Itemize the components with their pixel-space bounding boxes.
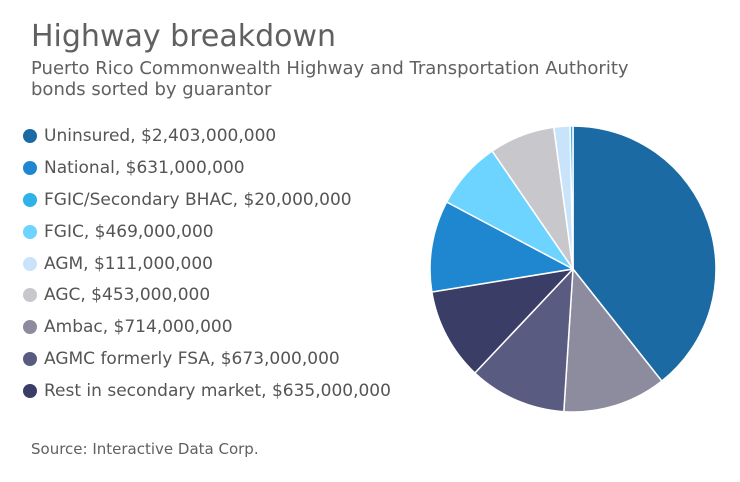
chart-subtitle: Puerto Rico Commonwealth Highway and Tra… <box>31 58 629 100</box>
legend-item-uninsured: Uninsured, $2,403,000,000 <box>23 120 391 152</box>
legend-item-ambac: Ambac, $714,000,000 <box>23 311 391 343</box>
legend-item-national: National, $631,000,000 <box>23 152 391 184</box>
legend-swatch <box>23 160 37 175</box>
legend-swatch <box>23 352 37 367</box>
legend-item-agmc-formerly-fsa: AGMC formerly FSA, $673,000,000 <box>23 343 391 375</box>
legend-label: FGIC, $469,000,000 <box>44 221 214 242</box>
legend-swatch <box>23 224 37 239</box>
legend-item-agm: AGM, $111,000,000 <box>23 248 391 280</box>
legend-swatch <box>23 288 37 303</box>
legend-swatch <box>23 384 37 399</box>
legend-swatch <box>23 320 37 335</box>
legend-swatch <box>23 128 37 143</box>
legend-label: Uninsured, $2,403,000,000 <box>44 125 277 146</box>
legend-item-fgic-secondary-bhac: FGIC/Secondary BHAC, $20,000,000 <box>23 184 391 216</box>
pie-slice-national <box>429 201 574 293</box>
chart-title: Highway breakdown <box>31 19 337 54</box>
legend-label: AGM, $111,000,000 <box>44 253 213 274</box>
pie-slice-uninsured <box>572 125 717 382</box>
source-note: Source: Interactive Data Corp. <box>31 440 259 458</box>
pie-slice-ambac <box>563 268 663 413</box>
legend-item-agc: AGC, $453,000,000 <box>23 279 391 311</box>
legend-item-rest-in-secondary-market: Rest in secondary market, $635,000,000 <box>23 375 391 407</box>
legend-label: FGIC/Secondary BHAC, $20,000,000 <box>44 189 352 210</box>
legend-swatch <box>23 192 37 207</box>
legend-label: Ambac, $714,000,000 <box>44 317 233 338</box>
legend-swatch <box>23 256 37 271</box>
pie-slice-agmc-formerly-fsa <box>474 268 574 413</box>
pie-slice-fgic-secondary-bhac <box>569 125 574 270</box>
legend-label: Rest in secondary market, $635,000,000 <box>44 381 391 402</box>
legend-item-fgic: FGIC, $469,000,000 <box>23 216 391 248</box>
legend-label: National, $631,000,000 <box>44 157 245 178</box>
legend-label: AGMC formerly FSA, $673,000,000 <box>44 349 340 370</box>
legend-label: AGC, $453,000,000 <box>44 285 211 306</box>
pie-slice-rest-in-secondary-market <box>431 268 574 374</box>
legend: Uninsured, $2,403,000,000 National, $631,… <box>23 120 391 407</box>
